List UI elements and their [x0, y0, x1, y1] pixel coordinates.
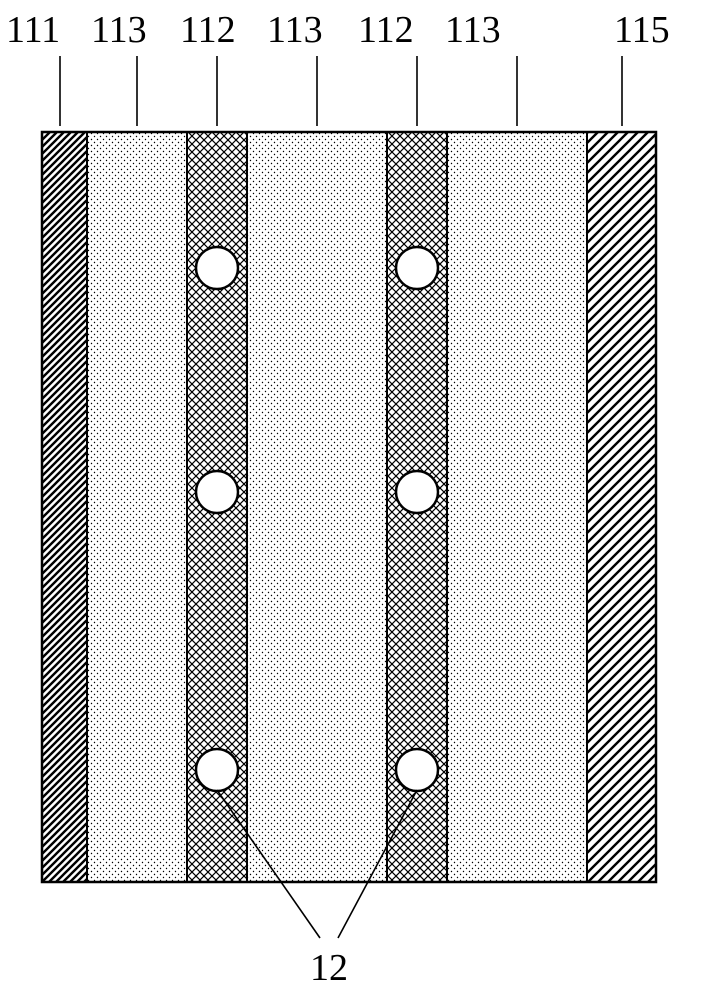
label-12: 12 — [310, 946, 348, 990]
label-col-112b: 112 — [358, 8, 414, 52]
label-col-113b: 113 — [267, 8, 323, 52]
hole-5 — [396, 749, 438, 791]
hole-4 — [196, 749, 238, 791]
hole-1 — [396, 247, 438, 289]
hole-3 — [396, 471, 438, 513]
label-col-112a: 112 — [180, 8, 236, 52]
label-col-113a: 113 — [91, 8, 147, 52]
column-col-113a — [87, 132, 187, 882]
label-col-115: 115 — [614, 8, 670, 52]
column-col-111 — [42, 132, 87, 882]
column-col-113c — [447, 132, 587, 882]
column-col-115 — [587, 132, 656, 882]
label-col-111: 111 — [6, 8, 60, 52]
label-col-113c: 113 — [445, 8, 501, 52]
hole-2 — [196, 471, 238, 513]
hole-0 — [196, 247, 238, 289]
column-col-113b — [247, 132, 387, 882]
diagram-svg — [0, 0, 702, 1000]
